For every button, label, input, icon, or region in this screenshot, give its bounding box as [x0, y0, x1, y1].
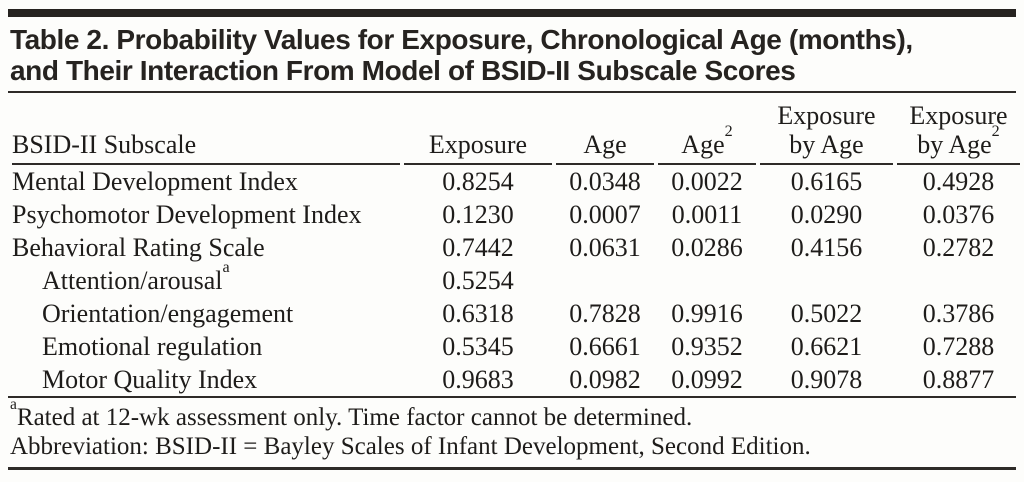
- table-row-attention-arousal: Attention/arousala 0.5254: [12, 259, 1020, 297]
- column-header-exposure-label: Exposure: [428, 130, 528, 159]
- value-cell: 0.8877: [922, 365, 995, 394]
- footnote-rated: aRated at 12-wk assessment only. Time fa…: [10, 395, 693, 431]
- table-row-psychomotor-development-index: Psychomotor Development Index 0.1230 0.0…: [12, 198, 1020, 231]
- value-cell: [760, 264, 893, 297]
- column-header-exposure-by-age: Exposure by Age: [760, 93, 893, 165]
- table-title-line1: Table 2. Probability Values for Exposure…: [10, 24, 913, 55]
- value-cell: [556, 264, 654, 297]
- value-cell: 0.2782: [922, 233, 995, 262]
- value-cell: [897, 264, 1020, 297]
- value-cell: 0.0007: [569, 200, 641, 229]
- value-cell: 0.4156: [790, 233, 863, 262]
- value-cell: 0.0022: [671, 167, 743, 196]
- column-header-age-squared-label: Age2: [681, 123, 733, 159]
- value-cell: 0.9352: [671, 332, 743, 361]
- table-row-behavioral-rating-scale: Behavioral Rating Scale 0.7442 0.0631 0.…: [12, 231, 1020, 264]
- probability-values-table: BSID-II Subscale Exposure Age Age2 Expos…: [8, 93, 1024, 396]
- value-cell: 0.5022: [790, 299, 863, 328]
- value-cell: 0.0286: [671, 233, 743, 262]
- row-label: Behavioral Rating Scale: [12, 233, 265, 262]
- value-cell: 0.9683: [442, 365, 514, 394]
- table-row-emotional-regulation: Emotional regulation 0.5345 0.6661 0.935…: [12, 330, 1020, 363]
- value-cell: [658, 264, 756, 297]
- row-label: Orientation/engagement: [42, 299, 294, 328]
- table-row-mental-development-index: Mental Development Index 0.8254 0.0348 0…: [12, 165, 1020, 198]
- value-cell: 0.0982: [569, 365, 641, 394]
- value-cell: 0.7442: [442, 233, 514, 262]
- column-header-exposure-by-age-squared-label: by Age2: [917, 123, 1000, 159]
- value-cell: 0.8254: [442, 167, 514, 196]
- value-cell: 0.7828: [569, 299, 641, 328]
- column-header-subscale-label: BSID-II Subscale: [12, 130, 197, 159]
- value-cell: 0.6318: [442, 299, 514, 328]
- row-label: Motor Quality Index: [42, 365, 258, 394]
- value-cell: 0.5254: [442, 266, 514, 295]
- value-cell: 0.1230: [442, 200, 514, 229]
- footnote-abbreviation: Abbreviation: BSID-II = Bayley Scales of…: [10, 433, 811, 460]
- value-cell: 0.9078: [790, 365, 863, 394]
- value-cell: 0.6165: [790, 167, 863, 196]
- rule-above-footnotes: [8, 396, 1016, 398]
- value-cell: 0.6661: [569, 332, 641, 361]
- value-cell: 0.0290: [790, 200, 863, 229]
- value-cell: 0.0631: [569, 233, 641, 262]
- row-label: Attention/arousala: [42, 259, 230, 295]
- bottom-rule: [8, 467, 1016, 470]
- row-label: Mental Development Index: [12, 167, 298, 196]
- value-cell: 0.0376: [922, 200, 995, 229]
- value-cell: 0.0348: [569, 167, 641, 196]
- row-label: Psychomotor Development Index: [12, 200, 362, 229]
- table-title: Table 2. Probability Values for Exposure…: [10, 24, 1016, 86]
- value-cell: 0.0992: [671, 365, 743, 394]
- rule-under-title: [8, 91, 1016, 93]
- column-header-subscale: BSID-II Subscale: [12, 93, 400, 165]
- value-cell: 0.0011: [671, 200, 743, 229]
- row-label: Emotional regulation: [42, 332, 263, 361]
- table-row-orientation-engagement: Orientation/engagement 0.6318 0.7828 0.9…: [12, 297, 1020, 330]
- value-cell: 0.5345: [442, 332, 514, 361]
- column-header-exposure: Exposure: [404, 93, 552, 165]
- column-header-age: Age: [556, 93, 654, 165]
- table-row-motor-quality-index: Motor Quality Index 0.9683 0.0982 0.0992…: [12, 363, 1020, 396]
- value-cell: 0.9916: [671, 299, 743, 328]
- value-cell: 0.4928: [922, 167, 995, 196]
- column-header-age-squared: Age2: [658, 93, 756, 165]
- top-thick-rule: [8, 9, 1016, 17]
- header-row: BSID-II Subscale Exposure Age Age2 Expos…: [12, 93, 1020, 165]
- value-cell: 0.7288: [922, 332, 995, 361]
- value-cell: 0.3786: [922, 299, 995, 328]
- value-cell: 0.6621: [790, 332, 863, 361]
- table-title-line2: and Their Interaction From Model of BSID…: [10, 55, 796, 86]
- footnotes: aRated at 12-wk assessment only. Time fa…: [10, 395, 1016, 461]
- column-header-exposure-by-age-squared: Exposure by Age2: [897, 93, 1020, 165]
- column-header-age-label: Age: [583, 130, 627, 159]
- column-header-exposure-by-age-label: by Age: [789, 130, 864, 159]
